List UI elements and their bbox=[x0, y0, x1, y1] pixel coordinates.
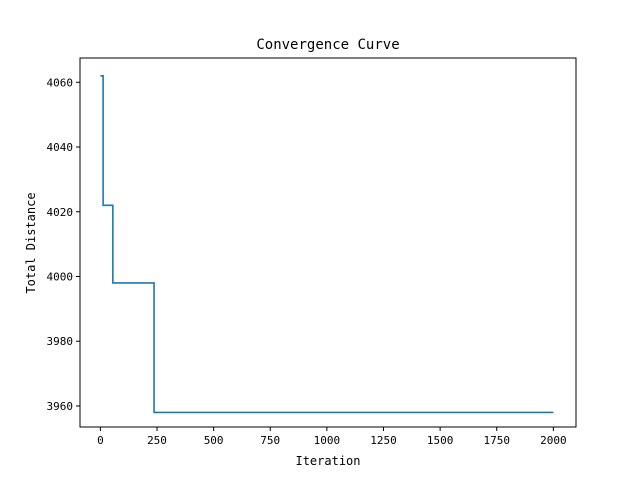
y-axis-label: Total Distance bbox=[24, 192, 38, 293]
y-tick-label: 3960 bbox=[47, 400, 74, 413]
y-tick-label: 4020 bbox=[47, 206, 74, 219]
y-tick-label: 4040 bbox=[47, 141, 74, 154]
plot-frame bbox=[79, 57, 577, 428]
x-axis-ticks: 0 250 500 750 1000 1250 1500 1750 2000 bbox=[97, 427, 567, 447]
x-tick-label: 1750 bbox=[483, 434, 510, 447]
y-axis-ticks: 3960 3980 4000 4020 4040 4060 bbox=[47, 76, 80, 413]
x-tick-label: 750 bbox=[260, 434, 280, 447]
x-tick-label: 0 bbox=[97, 434, 104, 447]
x-tick-label: 250 bbox=[147, 434, 167, 447]
convergence-series-line bbox=[100, 75, 554, 414]
x-tick-label: 1250 bbox=[370, 434, 397, 447]
y-tick-label: 4000 bbox=[47, 270, 74, 283]
y-tick-label: 4060 bbox=[47, 76, 74, 89]
plot-area: 0 250 500 750 1000 1250 1500 1750 2000 3960 3980 4… bbox=[47, 57, 577, 447]
x-tick-label: 1000 bbox=[314, 434, 341, 447]
x-tick-label: 500 bbox=[204, 434, 224, 447]
chart-title: Convergence Curve bbox=[256, 37, 399, 53]
x-tick-label: 1500 bbox=[427, 434, 454, 447]
series-layer bbox=[100, 75, 554, 414]
x-tick-label: 2000 bbox=[540, 434, 567, 447]
y-tick-label: 3980 bbox=[47, 335, 74, 348]
x-axis-label: Iteration bbox=[295, 454, 360, 468]
